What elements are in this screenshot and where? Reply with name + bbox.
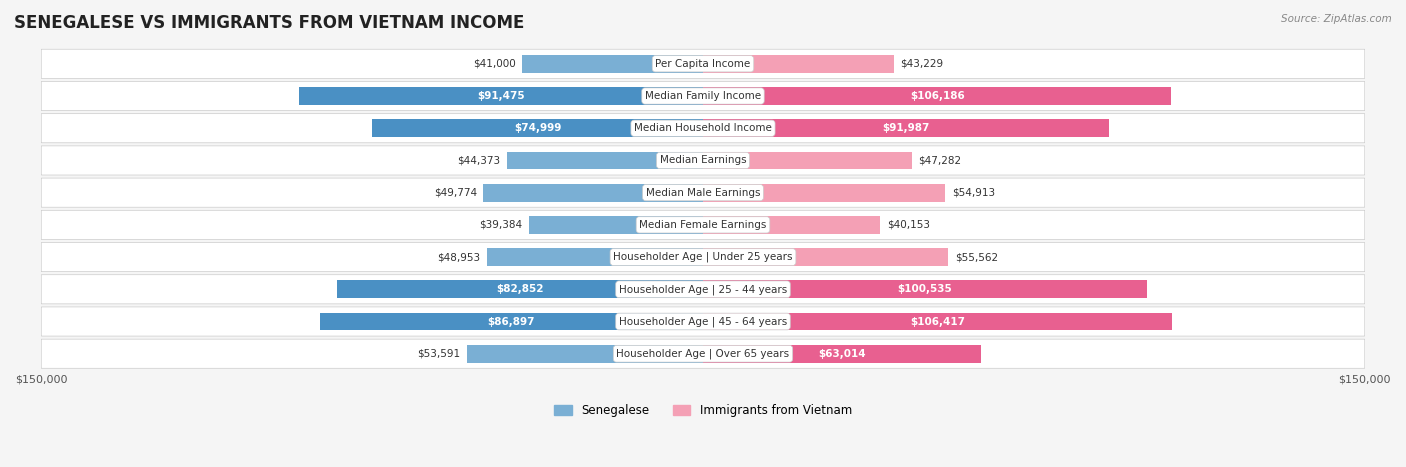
Text: $100,535: $100,535 [897, 284, 952, 294]
Text: SENEGALESE VS IMMIGRANTS FROM VIETNAM INCOME: SENEGALESE VS IMMIGRANTS FROM VIETNAM IN… [14, 14, 524, 32]
Text: $55,562: $55,562 [955, 252, 998, 262]
FancyBboxPatch shape [41, 178, 1365, 207]
Text: $74,999: $74,999 [513, 123, 561, 133]
Text: $47,282: $47,282 [918, 156, 962, 165]
Text: $40,153: $40,153 [887, 220, 929, 230]
Text: $41,000: $41,000 [472, 59, 516, 69]
Bar [703, 184, 945, 201]
Bar [522, 55, 703, 73]
Text: $106,186: $106,186 [910, 91, 965, 101]
Text: $43,229: $43,229 [900, 59, 943, 69]
Bar [529, 216, 703, 234]
Text: $49,774: $49,774 [433, 188, 477, 198]
Text: Median Household Income: Median Household Income [634, 123, 772, 133]
Text: $91,987: $91,987 [882, 123, 929, 133]
Bar [703, 87, 1171, 105]
FancyBboxPatch shape [41, 307, 1365, 336]
Text: Source: ZipAtlas.com: Source: ZipAtlas.com [1281, 14, 1392, 24]
Text: $106,417: $106,417 [910, 317, 966, 326]
Bar [703, 345, 981, 362]
Text: $39,384: $39,384 [479, 220, 523, 230]
Bar [373, 120, 703, 137]
Bar [299, 87, 703, 105]
FancyBboxPatch shape [41, 242, 1365, 272]
Bar [467, 345, 703, 362]
Text: Median Male Earnings: Median Male Earnings [645, 188, 761, 198]
Text: Median Family Income: Median Family Income [645, 91, 761, 101]
Text: Median Female Earnings: Median Female Earnings [640, 220, 766, 230]
Bar [703, 312, 1173, 330]
Text: Median Earnings: Median Earnings [659, 156, 747, 165]
Bar [703, 248, 948, 266]
Text: Householder Age | Over 65 years: Householder Age | Over 65 years [616, 348, 790, 359]
Bar [319, 312, 703, 330]
Legend: Senegalese, Immigrants from Vietnam: Senegalese, Immigrants from Vietnam [550, 399, 856, 422]
Text: Householder Age | 25 - 44 years: Householder Age | 25 - 44 years [619, 284, 787, 295]
Bar [486, 248, 703, 266]
Bar [703, 281, 1146, 298]
Bar [337, 281, 703, 298]
Bar [484, 184, 703, 201]
Bar [703, 120, 1109, 137]
Text: $54,913: $54,913 [952, 188, 995, 198]
Text: $63,014: $63,014 [818, 349, 866, 359]
Text: $86,897: $86,897 [488, 317, 536, 326]
Text: $91,475: $91,475 [478, 91, 524, 101]
FancyBboxPatch shape [41, 113, 1365, 143]
FancyBboxPatch shape [41, 210, 1365, 240]
Text: $53,591: $53,591 [416, 349, 460, 359]
FancyBboxPatch shape [41, 49, 1365, 78]
Bar [703, 152, 911, 170]
Text: $44,373: $44,373 [457, 156, 501, 165]
FancyBboxPatch shape [41, 275, 1365, 304]
Text: $48,953: $48,953 [437, 252, 481, 262]
Text: $82,852: $82,852 [496, 284, 544, 294]
Text: Per Capita Income: Per Capita Income [655, 59, 751, 69]
FancyBboxPatch shape [41, 81, 1365, 111]
Bar [703, 55, 894, 73]
FancyBboxPatch shape [41, 339, 1365, 368]
Text: Householder Age | Under 25 years: Householder Age | Under 25 years [613, 252, 793, 262]
Bar [508, 152, 703, 170]
Bar [703, 216, 880, 234]
Text: Householder Age | 45 - 64 years: Householder Age | 45 - 64 years [619, 316, 787, 327]
FancyBboxPatch shape [41, 146, 1365, 175]
